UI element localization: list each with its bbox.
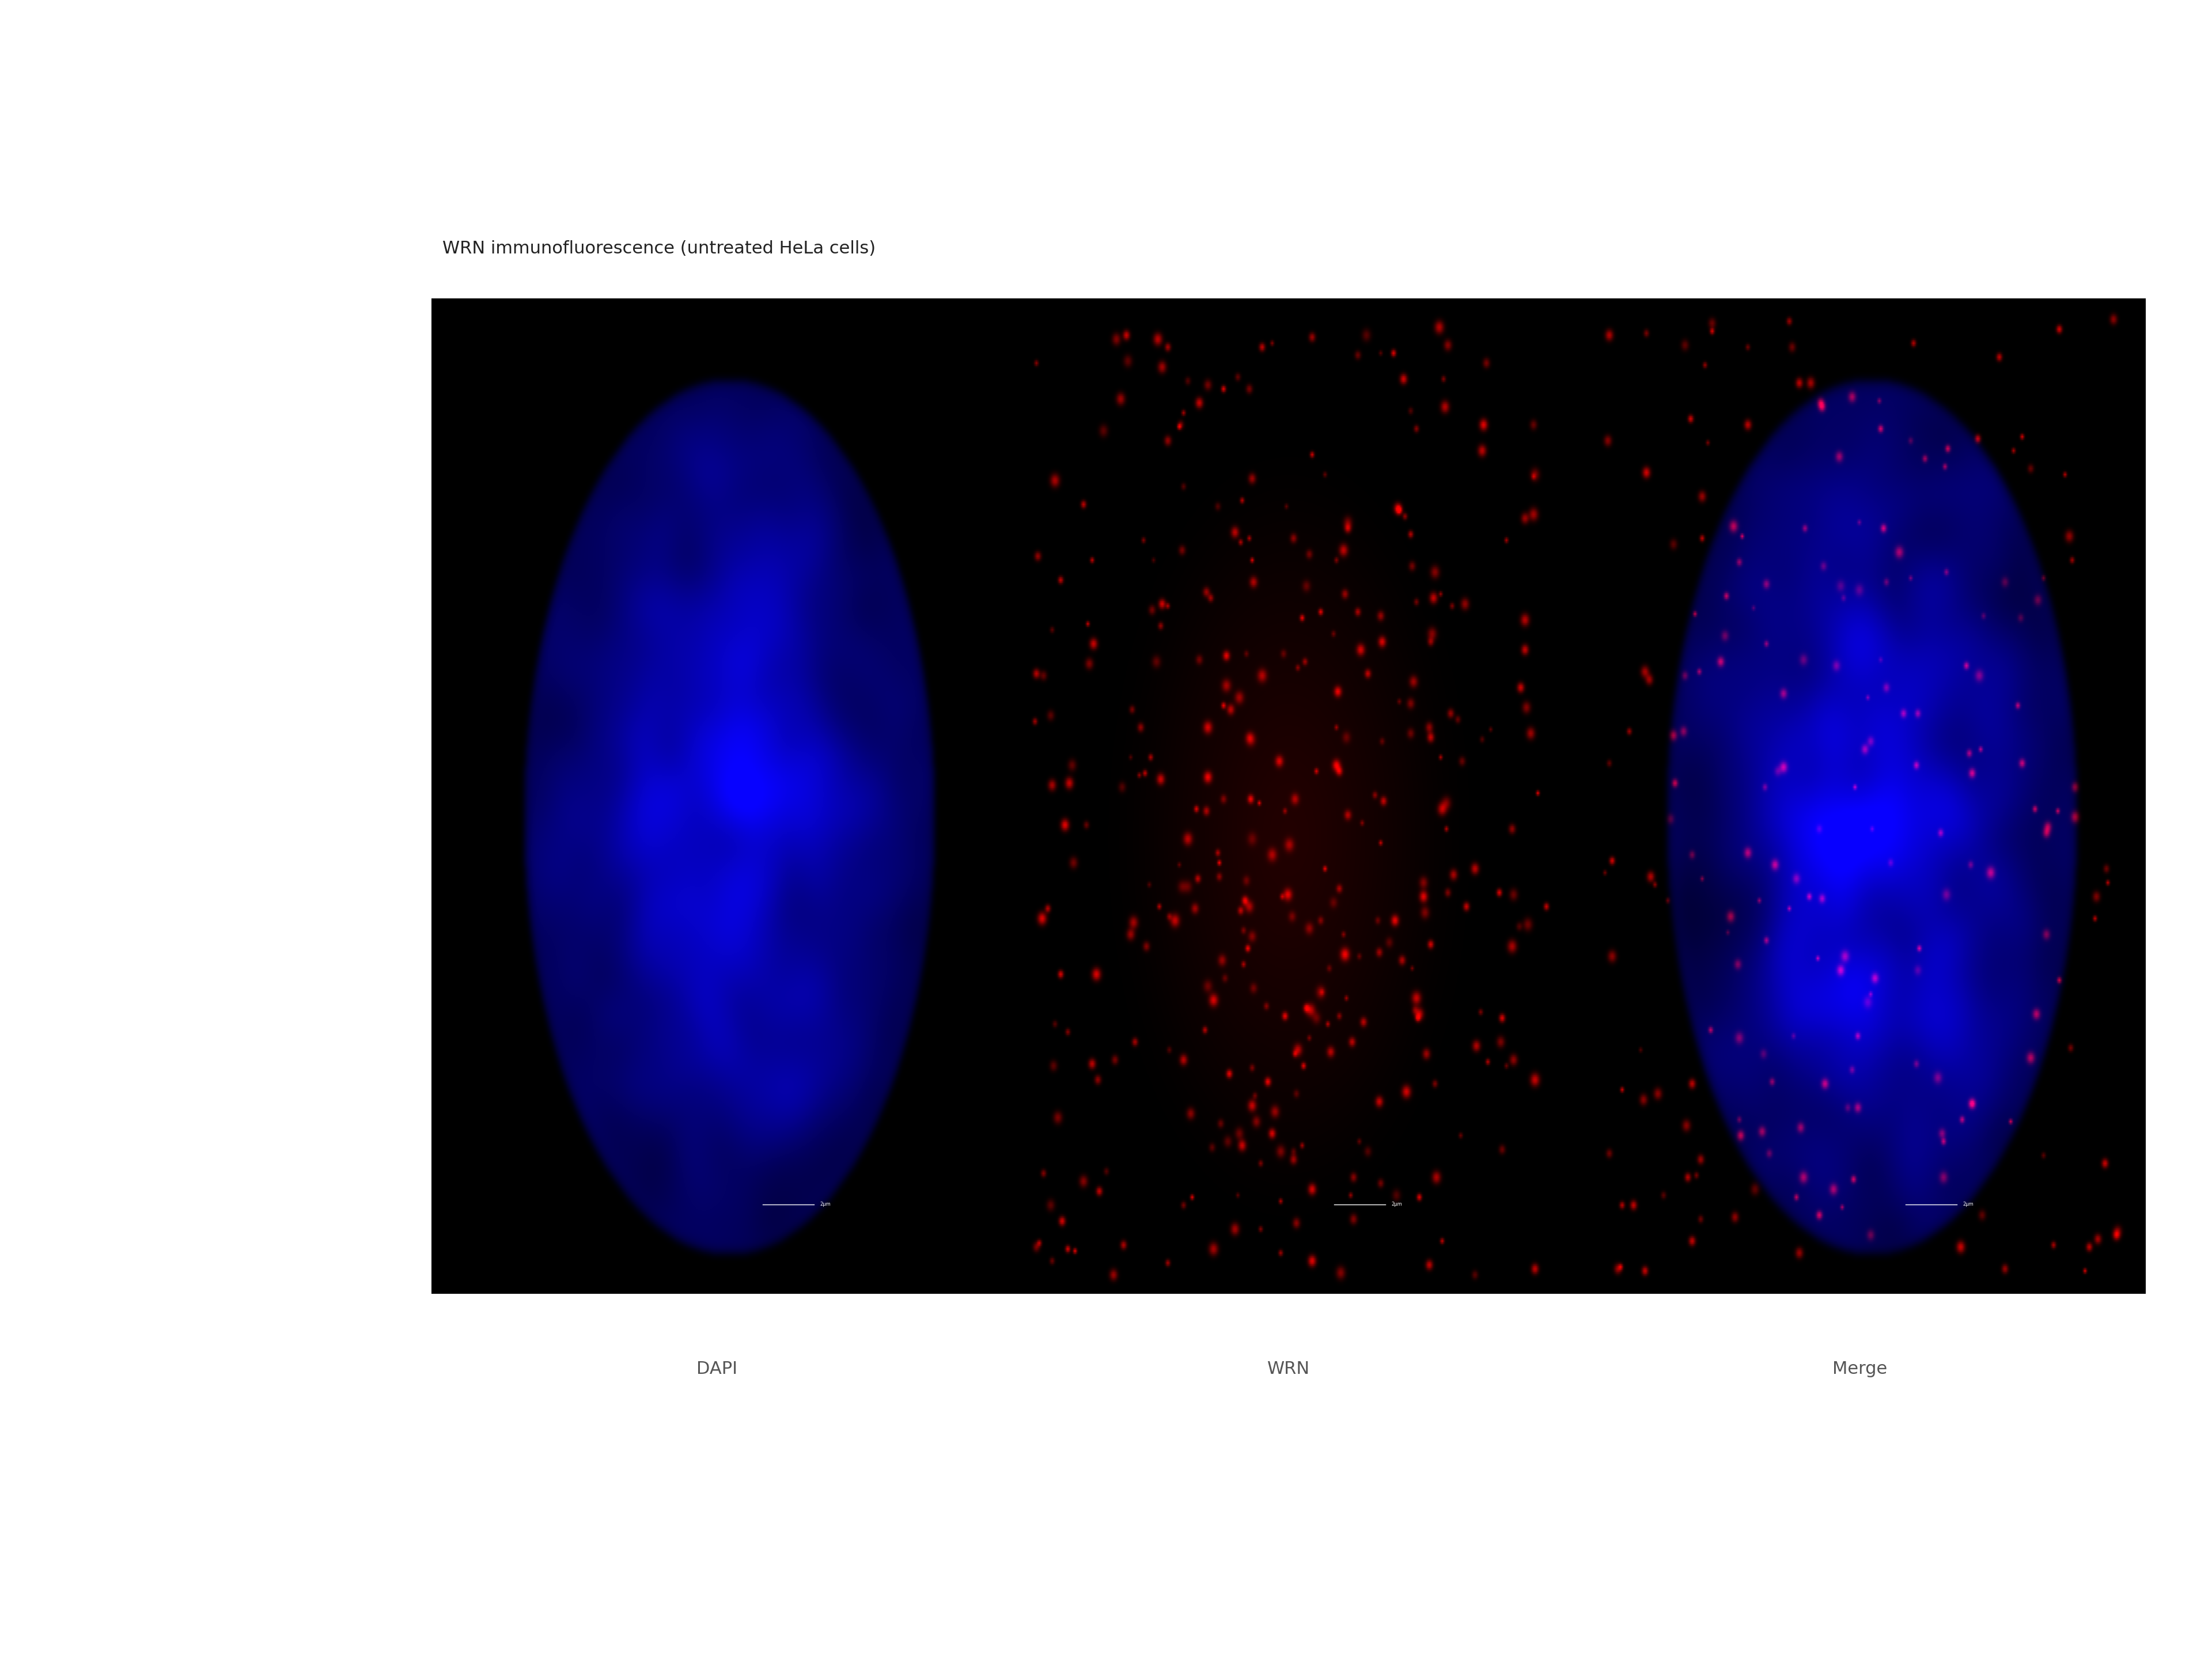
Text: WRN immunofluorescence (untreated HeLa cells): WRN immunofluorescence (untreated HeLa c…	[442, 241, 876, 257]
Text: 2μm: 2μm	[1962, 1201, 1973, 1208]
Text: WRN: WRN	[1267, 1360, 1310, 1377]
Text: 2μm: 2μm	[1391, 1201, 1402, 1208]
Text: 2μm: 2μm	[821, 1201, 832, 1208]
Text: DAPI: DAPI	[697, 1360, 737, 1377]
Text: Merge: Merge	[1832, 1360, 1887, 1377]
